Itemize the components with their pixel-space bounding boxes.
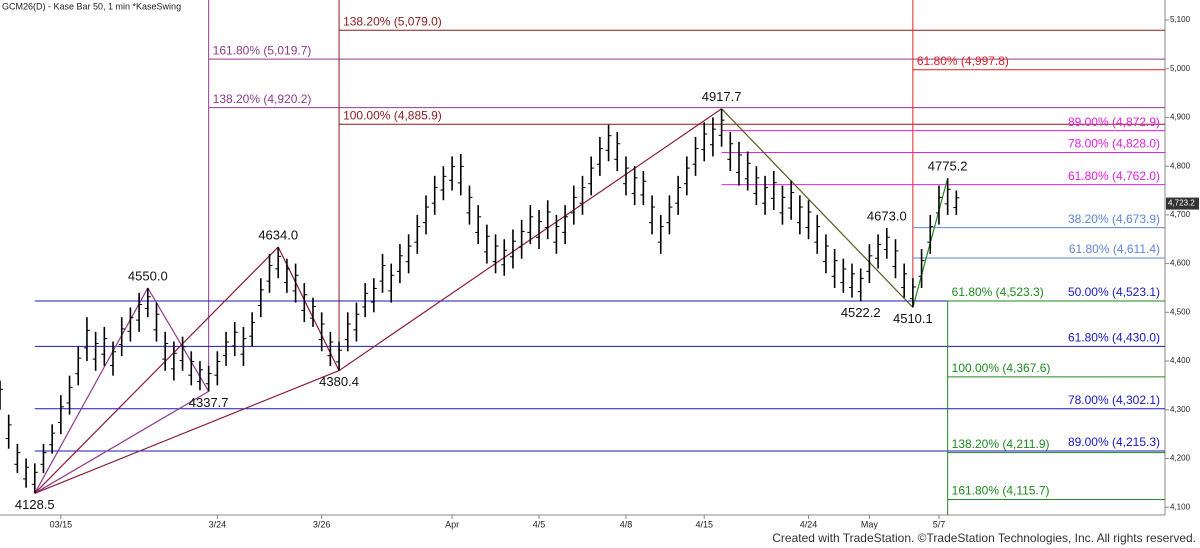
x-tick-label: 4/5: [533, 519, 546, 529]
swing-label: 4550.0: [128, 268, 168, 283]
swing-label: 4917.7: [702, 89, 742, 104]
last-price-label: 4,723.2: [1168, 199, 1195, 208]
fib-level-label: 100.00% (4,885.9): [343, 108, 442, 122]
fib-level-label: 61.80% (4,997.8): [917, 54, 1009, 68]
y-tick-label: 4,800: [1170, 161, 1191, 170]
swing-label: 4510.1: [893, 311, 933, 326]
swing-line: [147, 287, 210, 392]
x-tick-label: 5/7: [933, 519, 946, 529]
fib-level-label: 61.80% (4,523.3): [952, 285, 1044, 299]
fib-level-label: 89.00% (4,872.9): [1068, 115, 1160, 129]
y-tick-label: 4,600: [1170, 259, 1191, 268]
fib-level-label: 161.80% (5,019.7): [213, 43, 312, 57]
y-tick-label: 4,900: [1170, 113, 1191, 122]
fib-level-label: 138.20% (4,211.9): [952, 437, 1050, 451]
chart-footer: Created with TradeStation. ©TradeStation…: [772, 531, 1196, 545]
last-price-box: [1166, 197, 1199, 210]
fib-level-label: 78.00% (4,302.1): [1068, 393, 1160, 407]
y-tick-label: 4,200: [1170, 454, 1191, 463]
fib-level-label: 38.20% (4,673.9): [1068, 212, 1160, 226]
fib-level-label: 100.00% (4,367.6): [952, 361, 1051, 375]
chart-header: GCM26(D) - Kase Bar 50, 1 min *KaseSwing: [2, 1, 181, 11]
x-tick-label: 4/8: [620, 519, 633, 529]
fib-level-label: 138.20% (5,079.0): [343, 14, 442, 28]
swing-label: 4634.0: [258, 227, 298, 242]
swing-label: 4775.2: [928, 159, 968, 174]
fib-level-label: 61.80% (4,430.0): [1068, 331, 1160, 345]
y-tick-label: 4,700: [1170, 210, 1191, 219]
swing-label: 4380.4: [319, 374, 359, 389]
x-tick-label: 03/15: [50, 519, 73, 529]
x-tick-label: May: [861, 519, 879, 529]
swing-label: 4673.0: [867, 208, 907, 223]
swing-label: 4337.7: [189, 395, 229, 410]
swing-line: [34, 370, 340, 494]
swing-label: 4128.5: [15, 497, 55, 512]
swing-line: [721, 108, 914, 308]
swing-line: [34, 390, 209, 494]
fib-level-label: 89.00% (4,215.3): [1068, 435, 1160, 449]
x-tick-label: 3/24: [209, 519, 227, 529]
y-tick-label: 5,000: [1170, 64, 1191, 73]
fib-level-label: 78.00% (4,828.0): [1068, 137, 1160, 151]
swing-line: [34, 287, 149, 494]
fib-level-label: 61.80% (4,762.0): [1068, 169, 1160, 183]
swing-line: [34, 246, 279, 494]
swing-line: [277, 246, 340, 371]
y-tick-label: 4,100: [1170, 502, 1191, 511]
x-tick-label: Apr: [445, 519, 459, 529]
swing-label: 4522.2: [841, 305, 881, 320]
y-tick-label: 4,400: [1170, 356, 1191, 365]
y-tick-label: 4,500: [1170, 307, 1191, 316]
fib-level-label: 61.80% (4,611.4): [1069, 242, 1160, 256]
fib-level-label: 161.80% (4,115.7): [952, 484, 1050, 498]
x-tick-label: 4/15: [695, 519, 713, 529]
x-tick-label: 3/26: [313, 519, 331, 529]
fib-level-label: 138.20% (4,920.2): [213, 92, 312, 106]
y-tick-label: 5,100: [1170, 15, 1191, 24]
fib-level-label: 50.00% (4,523.1): [1068, 285, 1160, 299]
x-tick-label: 4/24: [800, 519, 818, 529]
y-tick-label: 4,300: [1170, 405, 1191, 414]
